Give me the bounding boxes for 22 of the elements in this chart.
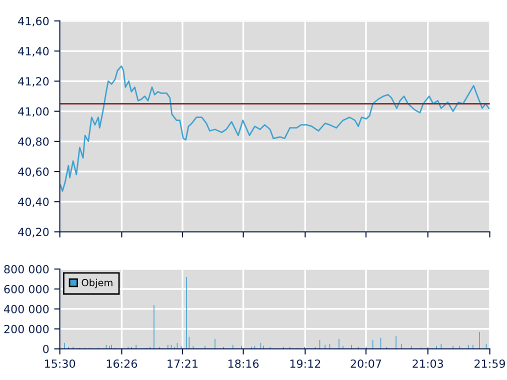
x-tick-label: 20:07 xyxy=(350,359,382,368)
y-tick-label: 41,20 xyxy=(18,77,49,87)
x-tick-label: 17:21 xyxy=(168,359,198,368)
y-tick-label: 40,80 xyxy=(18,137,49,147)
x-tick-label: 21:03 xyxy=(412,359,443,368)
y-tick-label: 800 000 xyxy=(4,265,49,274)
y-tick-label: 41,60 xyxy=(18,16,49,26)
x-tick-label: 18:16 xyxy=(228,359,259,368)
y-tick-label: 40,20 xyxy=(18,228,49,238)
x-tick-label: 21:59 xyxy=(474,359,505,368)
y-tick-label: 600 000 xyxy=(4,284,49,294)
x-tick-label: 19:12 xyxy=(290,359,320,368)
x-tick-label: 16:26 xyxy=(106,359,138,368)
y-tick-label: 400 000 xyxy=(4,304,49,314)
y-tick-label: 40,40 xyxy=(18,198,49,208)
y-tick-label: 40,60 xyxy=(18,168,49,178)
y-tick-label: 41,40 xyxy=(18,47,49,57)
legend-label: Objem xyxy=(82,278,112,288)
y-tick-label: 200 000 xyxy=(4,324,49,334)
y-tick-label: 41,00 xyxy=(18,107,49,117)
y-tick-label: 0 xyxy=(43,344,49,354)
x-tick-label: 15:30 xyxy=(45,359,76,368)
